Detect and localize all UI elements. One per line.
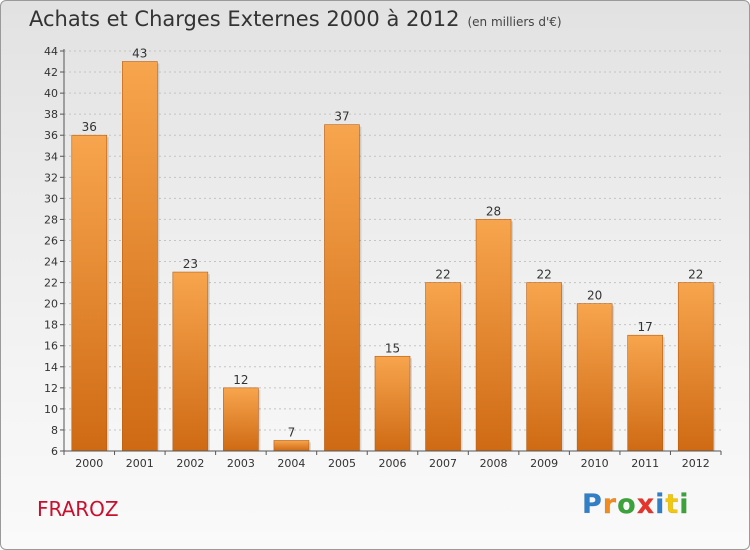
bar-2005 [324,124,360,452]
data-label-2007: 22 [435,268,450,282]
y-tick-label: 6 [51,445,58,458]
y-tick-label: 40 [44,87,58,100]
x-tick-label-2003: 2003 [227,457,255,470]
y-tick-label: 20 [44,298,58,311]
x-tick-label-2004: 2004 [277,457,305,470]
y-tick-label: 38 [44,108,58,121]
bar-2000 [71,134,108,452]
bar-2001 [122,61,158,452]
y-tick-label: 16 [44,340,58,353]
x-tick-label-2000: 2000 [75,457,103,470]
x-tick-label-2001: 2001 [126,457,154,470]
y-tick-label: 12 [44,382,58,395]
data-label-2009: 22 [536,268,551,282]
bar-2010 [576,303,613,452]
data-label-2004: 7 [288,425,296,439]
data-label-2003: 12 [233,373,248,387]
y-tick-label: 44 [44,45,58,58]
logo-letter: t [665,489,680,521]
y-tick-label: 8 [51,424,58,437]
bar-2009 [526,282,562,452]
y-tick-label: 36 [44,129,58,142]
commune-name: FRAROZ [37,497,119,521]
x-tick-label-2010: 2010 [581,457,609,470]
x-axis: 2000 2001 2002 2003 2004 2005 2006 2007 2008 2009… [63,450,722,470]
x-tick-label-2007: 2007 [429,457,457,470]
y-tick-label: 22 [44,277,58,290]
title-unit: (en milliers d'€) [467,15,562,29]
y-tick-label: 42 [44,66,58,79]
data-label-2008: 28 [486,204,501,218]
data-label-2005: 37 [334,110,349,124]
data-label-2006: 15 [385,341,400,355]
title-text: Achats et Charges Externes 2000 à 2012 [29,7,460,31]
x-tick-label-2002: 2002 [176,457,204,470]
bar-2004 [273,440,310,452]
y-tick-label: 34 [44,150,58,163]
bar-2007 [425,282,461,452]
proxiti-logo: Proxiti [582,489,690,521]
y-tick-label: 24 [44,256,58,269]
data-label-2002: 23 [183,257,198,271]
bar-2006 [374,355,411,452]
bar-2003 [223,387,259,452]
logo-letter: i [679,489,690,521]
y-tick-label: 10 [44,403,58,416]
y-tick-label: 30 [44,192,58,205]
x-tick-label-2006: 2006 [379,457,407,470]
bar-2012 [677,282,714,452]
bars [71,61,716,452]
x-tick-label-2008: 2008 [480,457,508,470]
logo-letter: o [617,489,637,521]
x-tick-label-2009: 2009 [530,457,558,470]
x-tick-label-2005: 2005 [328,457,356,470]
y-tick-label: 28 [44,213,58,226]
bar-2002 [172,271,209,452]
logo-letter: r [602,489,618,521]
data-label-2000: 36 [82,120,97,134]
logo-letter: i [655,489,666,521]
data-label-2001: 43 [132,47,147,61]
y-tick-label: 14 [44,361,58,374]
logo-letter: P [582,489,603,521]
x-tick-label-2011: 2011 [631,457,659,470]
y-axis: 6 8 10 12 14 16 18 20 22 24 26 28 30 32 34 36 38 40 42 44 [44,45,65,458]
data-label-2012: 22 [688,268,703,282]
logo-letter: x [636,489,656,521]
bar-2008 [475,219,512,452]
y-tick-label: 32 [44,171,58,184]
x-tick-label-2012: 2012 [682,457,710,470]
data-labels: 36 43 23 12 7 37 15 22 28 22 20 17 22 [82,47,704,440]
bar-2011 [627,334,663,452]
chart-title: Achats et Charges Externes 2000 à 2012 (e… [29,7,562,31]
data-label-2010: 20 [587,289,602,303]
data-label-2011: 17 [638,320,653,334]
y-tick-label: 18 [44,319,58,332]
y-tick-label: 26 [44,234,58,247]
